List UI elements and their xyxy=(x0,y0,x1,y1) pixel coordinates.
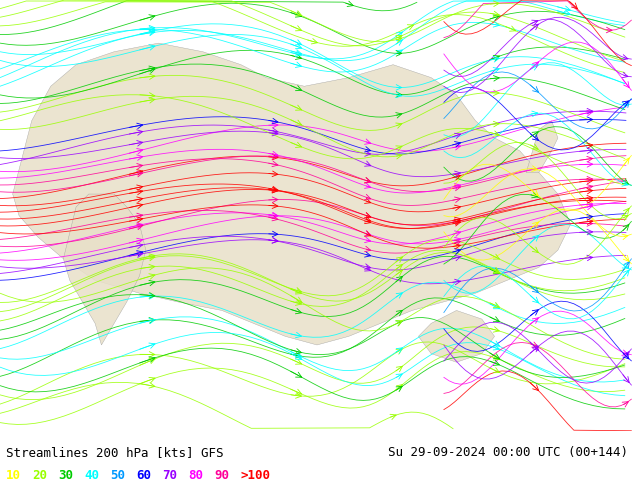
Text: 20: 20 xyxy=(32,469,48,482)
Text: >100: >100 xyxy=(240,469,270,482)
Text: 10: 10 xyxy=(6,469,22,482)
Polygon shape xyxy=(418,311,495,362)
Text: 30: 30 xyxy=(58,469,74,482)
Text: 70: 70 xyxy=(162,469,178,482)
Text: Su 29-09-2024 00:00 UTC (00+144): Su 29-09-2024 00:00 UTC (00+144) xyxy=(387,446,628,459)
Polygon shape xyxy=(63,194,146,345)
Text: 50: 50 xyxy=(110,469,126,482)
Text: 40: 40 xyxy=(84,469,100,482)
Text: 90: 90 xyxy=(214,469,230,482)
Polygon shape xyxy=(13,43,571,345)
Text: 80: 80 xyxy=(188,469,204,482)
Polygon shape xyxy=(526,121,558,172)
Text: Streamlines 200 hPa [kts] GFS: Streamlines 200 hPa [kts] GFS xyxy=(6,446,224,459)
Text: 60: 60 xyxy=(136,469,152,482)
